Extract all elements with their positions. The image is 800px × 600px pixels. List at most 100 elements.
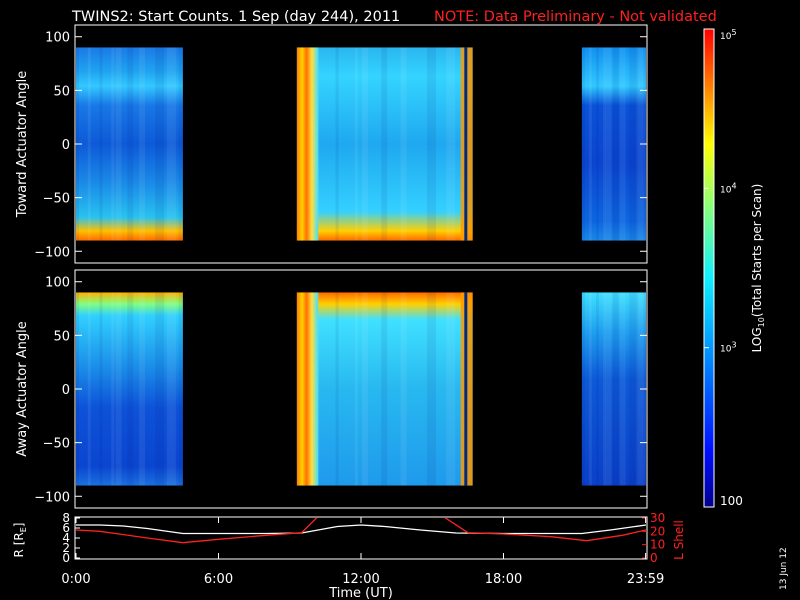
heatmap-streak	[629, 292, 639, 486]
heatmap-streak	[426, 292, 436, 486]
toward-y-axis: −100 −50 0 50 100	[34, 31, 647, 260]
heatmap-streak	[99, 292, 103, 486]
heatmap-streak	[612, 47, 619, 241]
heatmap-block	[76, 292, 183, 486]
heatmap-streak	[612, 292, 619, 486]
heatmap-streak	[335, 47, 339, 241]
y-tick-label: −50	[43, 192, 70, 207]
heatmap-streak	[588, 47, 592, 241]
heatmap-dark-streak	[464, 292, 468, 486]
orbit-left-ylabel: R [RE]	[12, 523, 28, 558]
heatmap-streak	[115, 292, 122, 486]
orbit-left-tick-label: 8	[62, 511, 70, 525]
heatmap-streak	[426, 47, 436, 241]
heatmap-streak	[335, 292, 339, 486]
heatmap-warm-band	[296, 292, 319, 486]
heatmap-block	[296, 292, 473, 486]
orbit-right-tick-label: 20	[650, 524, 665, 538]
r-trace	[76, 524, 646, 535]
heatmap-streak	[588, 292, 592, 486]
y-tick-label: 0	[62, 383, 70, 398]
away-y-axis: −100 −50 0 50 100	[34, 276, 647, 505]
heatmap-streak	[111, 47, 115, 241]
orbit-left-tick-label: 6	[62, 521, 70, 535]
heatmap-streak	[643, 292, 653, 486]
orbit-right-tick-label: 0	[650, 551, 658, 565]
lshell-trace	[76, 518, 646, 544]
y-tick-label: −100	[34, 245, 70, 260]
heatmap-block	[76, 47, 183, 241]
colorbar-tick-label: 105	[720, 28, 737, 42]
y-tick-label: 100	[45, 31, 70, 46]
heatmap-streak	[99, 47, 103, 241]
heatmap-streak	[127, 47, 134, 241]
time-xlabel: Time (UT)	[328, 586, 393, 600]
colorbar-tick-label: 103	[720, 341, 737, 355]
heatmap-streak	[111, 292, 115, 486]
heatmap-streak	[354, 47, 358, 241]
x-tick-label: 23:59	[627, 572, 664, 587]
heatmap-streak	[381, 292, 388, 486]
colorbar	[703, 28, 715, 508]
chart-title: TWINS2: Start Counts. 1 Sep (day 244), 2…	[71, 9, 400, 25]
colorbar-ticks: 100 103 104 105	[704, 28, 743, 508]
heatmap-streak	[581, 292, 585, 486]
heatmap-streak	[643, 47, 653, 241]
heatmap-streak	[605, 292, 612, 486]
heatmap-streak	[155, 292, 165, 486]
heatmap-streak	[361, 292, 368, 486]
heatmap-streak	[115, 47, 122, 241]
heatmap-streak	[127, 292, 134, 486]
orbit-right-tick-label: 30	[650, 511, 665, 525]
heatmap-streak	[87, 47, 91, 241]
heatmap-streak	[619, 47, 626, 241]
heatmap-streak	[619, 292, 626, 486]
orbit-left-tick-label: 0	[62, 551, 70, 565]
heatmap-streak	[400, 47, 407, 241]
y-tick-label: 0	[62, 138, 70, 153]
y-tick-label: 50	[53, 329, 70, 344]
colorbar-tick-label: 100	[720, 494, 743, 508]
colorbar-label: LOG10(Total Starts per Scan)	[750, 184, 766, 353]
x-tick-label: 12:00	[342, 572, 379, 587]
orbit-right-tick-label: 10	[650, 538, 665, 552]
heatmap-warm-band	[296, 47, 319, 241]
heatmap-streak	[603, 292, 607, 486]
heatmap-dark-streak	[464, 47, 468, 241]
heatmap-streak	[629, 47, 639, 241]
heatmap-streak	[139, 47, 146, 241]
orbit-left-tick-label: 2	[62, 541, 70, 555]
toward-heatmap	[76, 47, 653, 241]
away-ylabel: Away Actuator Angle	[15, 321, 30, 456]
y-tick-label: −50	[43, 437, 70, 452]
heatmap-block	[581, 292, 646, 486]
y-tick-label: 100	[45, 276, 70, 291]
toward-ylabel: Toward Actuator Angle	[15, 71, 30, 218]
heatmap-streak	[595, 47, 599, 241]
heatmap-streak	[87, 292, 91, 486]
heatmap-streak	[400, 292, 407, 486]
x-tick-label: 6:00	[204, 572, 233, 587]
data-note: NOTE: Data Preliminary - Not validated	[434, 9, 717, 25]
heatmap-streak	[166, 292, 176, 486]
heatmap-streak	[446, 292, 456, 486]
heatmap-streak	[139, 292, 146, 486]
orbit-traces	[76, 518, 646, 544]
y-tick-label: 50	[53, 84, 70, 99]
date-stamp: 13 Jun 12	[779, 547, 789, 590]
heatmap-streak	[595, 292, 599, 486]
heatmap-streak	[361, 47, 368, 241]
heatmap-streak	[166, 47, 176, 241]
heatmap-block	[296, 47, 473, 241]
colorbar-tick-label: 104	[720, 181, 737, 195]
orbit-left-tick-label: 4	[62, 531, 70, 545]
heatmap-streak	[581, 47, 585, 241]
heatmap-streak	[605, 47, 612, 241]
heatmap-streak	[446, 47, 456, 241]
heatmap-streak	[381, 47, 388, 241]
y-tick-label: −100	[34, 490, 70, 505]
heatmap-streak	[178, 47, 188, 241]
away-heatmap	[76, 292, 653, 486]
